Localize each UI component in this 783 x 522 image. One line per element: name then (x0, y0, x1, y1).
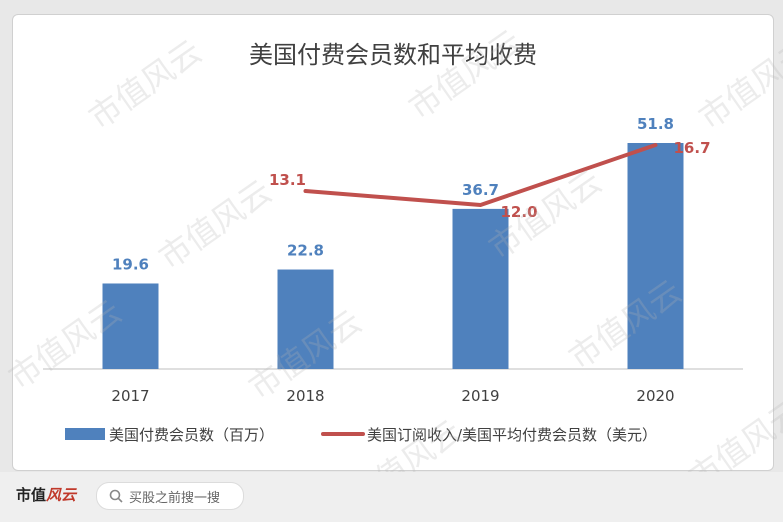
chart: 美国付费会员数和平均收费 19.6 22.8 36.7 51.8 13.1 12.0 16… (43, 41, 743, 444)
line-label-2020: 16.7 (674, 139, 711, 157)
bar-label-2018: 22.8 (287, 242, 324, 260)
logo-main-text: 市值 (16, 486, 47, 504)
chart-card: 美国付费会员数和平均收费 19.6 22.8 36.7 51.8 13.1 12.0 16… (12, 14, 774, 471)
legend-label-bar: 美国付费会员数（百万） (109, 426, 274, 444)
bar-2019 (452, 208, 509, 369)
bar-label-2019: 36.7 (462, 181, 499, 199)
search-box[interactable]: 买股之前搜一搜 (96, 482, 244, 510)
line-label-2018: 13.1 (269, 171, 306, 189)
footer-bar: 市值风云 买股之前搜一搜 (0, 472, 783, 522)
x-tick-2019: 2019 (461, 387, 499, 405)
bar-2018 (277, 269, 334, 369)
bar-2020 (627, 143, 684, 369)
x-tick-2018: 2018 (286, 387, 324, 405)
bar-2017 (102, 283, 159, 369)
x-tick-2017: 2017 (111, 387, 149, 405)
x-tick-2020: 2020 (636, 387, 674, 405)
legend-swatch-bar (65, 428, 105, 440)
brand-logo[interactable]: 市值风云 (16, 484, 76, 505)
bar-label-2017: 19.6 (112, 255, 149, 273)
chart-title: 美国付费会员数和平均收费 (249, 41, 537, 69)
logo-fancy-text: 风云 (46, 486, 77, 504)
search-icon (109, 489, 123, 503)
line-label-2019: 12.0 (501, 203, 538, 221)
legend: 美国付费会员数（百万） 美国订阅收入/美国平均付费会员数（美元） (65, 426, 657, 444)
legend-label-line: 美国订阅收入/美国平均付费会员数（美元） (367, 426, 657, 444)
bar-label-2020: 51.8 (637, 115, 674, 133)
line-series (303, 143, 658, 207)
search-placeholder: 买股之前搜一搜 (129, 490, 221, 506)
